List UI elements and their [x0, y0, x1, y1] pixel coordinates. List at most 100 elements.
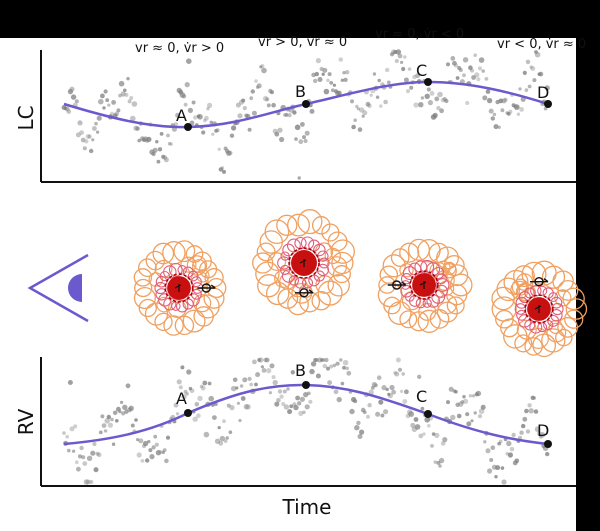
scatter-point [462, 395, 466, 399]
scatter-point [367, 103, 372, 109]
scatter-point [454, 390, 458, 394]
scatter-point [357, 127, 363, 132]
scatter-point [473, 411, 477, 415]
scatter-point [485, 448, 491, 454]
scatter-point [146, 136, 152, 143]
scatter-point [155, 140, 159, 144]
scatter-point [430, 444, 434, 448]
lc-point-a: A [176, 106, 192, 131]
scatter-point [475, 390, 482, 397]
scatter-point [533, 409, 539, 414]
scatter-point [487, 468, 493, 474]
scatter-point [304, 130, 310, 136]
scatter-point [287, 409, 293, 415]
scatter-point [254, 79, 258, 83]
scatter-point [257, 358, 262, 362]
convection-cell [518, 314, 532, 328]
convection-cell [550, 296, 563, 309]
convection-cell [159, 270, 170, 282]
scatter-point [342, 71, 346, 75]
scatter-point [313, 78, 318, 84]
scatter-point [75, 460, 79, 465]
scatter-point [137, 138, 141, 143]
scatter-point [235, 102, 241, 108]
scatter-point [395, 357, 401, 363]
scatter-point [343, 77, 348, 82]
scatter-point [476, 77, 481, 82]
convection-cell [537, 322, 548, 333]
star-icon [491, 260, 588, 358]
scatter-point [62, 431, 66, 435]
scatter-point [287, 113, 292, 118]
scatter-point [450, 414, 456, 421]
scatter-point [269, 363, 275, 369]
scatter-point [530, 66, 536, 71]
convection-cell [514, 303, 527, 315]
scatter-point [211, 132, 215, 136]
scatter-point [81, 455, 86, 460]
scatter-point [429, 91, 435, 96]
phase-label-c: vr ≈ 0, v̇r < 0 [375, 27, 464, 42]
scatter-point [500, 108, 505, 113]
convection-cell [532, 333, 557, 358]
scatter-point [77, 454, 83, 459]
convection-cell [503, 324, 528, 349]
scatter-point [508, 109, 513, 114]
scatter-point [315, 373, 321, 379]
scatter-point [342, 365, 346, 370]
scatter-point [534, 50, 538, 54]
convection-cell [288, 275, 300, 286]
convection-cell [311, 216, 331, 235]
scatter-point [225, 436, 229, 440]
scatter-point [222, 419, 226, 424]
convection-cell [436, 301, 458, 323]
scatter-point [122, 404, 128, 410]
scatter-point [152, 147, 158, 153]
scatter-point [292, 110, 297, 115]
convection-cell [562, 287, 585, 311]
scatter-point [383, 99, 388, 105]
scatter-point [207, 381, 212, 386]
convection-cell [158, 293, 172, 307]
scatter-point [203, 118, 207, 123]
convection-cell [134, 278, 153, 298]
lc-point-a-label: A [176, 106, 187, 125]
scatter-point [162, 155, 168, 161]
rv-point-b: B [295, 361, 310, 389]
scatter-point [422, 432, 426, 436]
scatter-point [67, 448, 71, 453]
scatter-point [377, 78, 381, 83]
scatter-point [462, 73, 466, 78]
convection-cell [282, 243, 295, 257]
scatter-point [115, 419, 119, 423]
scatter-point [297, 401, 302, 406]
scatter-point [163, 157, 169, 163]
scatter-point [414, 424, 421, 430]
scatter-point [96, 115, 102, 121]
scatter-point [538, 71, 544, 77]
scatter-point [380, 413, 385, 418]
scatter-point [534, 426, 541, 433]
scatter-point [214, 438, 221, 444]
convection-cell [311, 290, 331, 311]
scatter-point [332, 363, 337, 368]
convection-cell [415, 298, 426, 309]
right-band [576, 0, 600, 531]
convection-cell [564, 309, 584, 329]
scatter-point [518, 87, 522, 91]
scatter-point [259, 65, 263, 69]
scatter-point [345, 70, 350, 75]
scatter-point [366, 414, 370, 419]
scatter-point [529, 65, 533, 69]
scatter-point [247, 127, 252, 132]
scatter-point [236, 401, 240, 405]
scatter-point [74, 99, 79, 104]
scatter-point [187, 107, 193, 113]
convection-cell [446, 296, 465, 315]
scatter-point [321, 358, 326, 362]
scatter-point [271, 102, 276, 108]
convection-cell [399, 263, 414, 278]
scatter-point [359, 429, 365, 435]
scatter-point [281, 401, 286, 407]
convection-cell [441, 263, 457, 279]
